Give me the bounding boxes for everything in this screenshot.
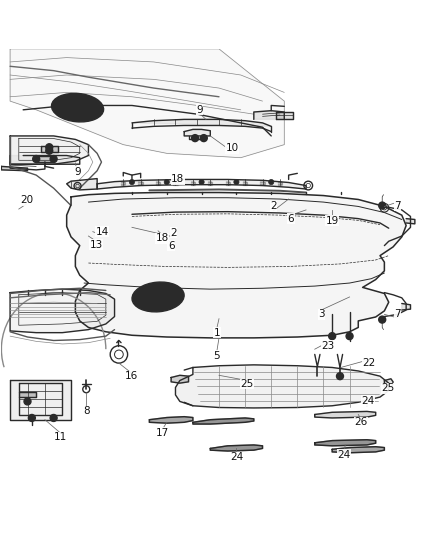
Text: 3: 3 [318, 309, 325, 319]
Polygon shape [10, 136, 88, 164]
Text: 6: 6 [168, 240, 174, 251]
Polygon shape [276, 112, 293, 118]
Circle shape [33, 156, 40, 163]
Polygon shape [315, 440, 376, 446]
Polygon shape [226, 182, 230, 184]
Circle shape [199, 180, 204, 184]
Polygon shape [385, 379, 393, 389]
Polygon shape [184, 130, 210, 136]
Polygon shape [10, 379, 71, 419]
Polygon shape [332, 447, 385, 453]
Text: 24: 24 [230, 452, 243, 462]
Polygon shape [97, 180, 306, 189]
Polygon shape [191, 182, 195, 184]
Text: 8: 8 [83, 406, 89, 416]
Text: 24: 24 [361, 395, 374, 406]
Polygon shape [193, 418, 254, 424]
Circle shape [268, 180, 274, 184]
Circle shape [24, 398, 31, 405]
Polygon shape [315, 411, 376, 418]
Polygon shape [171, 375, 188, 383]
Text: 23: 23 [321, 341, 335, 351]
Text: 1: 1 [213, 328, 220, 337]
Circle shape [50, 415, 57, 422]
Polygon shape [243, 182, 247, 184]
Circle shape [191, 135, 198, 142]
Circle shape [379, 316, 386, 323]
Polygon shape [156, 182, 160, 184]
Text: 5: 5 [213, 351, 220, 361]
Polygon shape [10, 289, 115, 333]
Polygon shape [67, 179, 97, 190]
Polygon shape [132, 119, 271, 126]
Text: 9: 9 [196, 105, 203, 115]
Text: 20: 20 [20, 196, 33, 205]
Circle shape [50, 156, 57, 163]
Circle shape [129, 180, 134, 184]
Polygon shape [176, 365, 389, 408]
Polygon shape [149, 417, 193, 423]
Circle shape [164, 180, 170, 184]
Polygon shape [36, 156, 53, 162]
Circle shape [28, 415, 35, 422]
Text: 25: 25 [240, 379, 254, 389]
Circle shape [328, 333, 336, 340]
Polygon shape [210, 445, 262, 451]
Ellipse shape [132, 282, 184, 312]
Circle shape [46, 144, 53, 151]
Text: 11: 11 [53, 432, 67, 442]
Text: 16: 16 [124, 371, 138, 381]
Text: 6: 6 [287, 214, 294, 224]
Polygon shape [67, 192, 406, 338]
Polygon shape [10, 156, 80, 164]
Text: 18: 18 [156, 233, 169, 243]
Text: 13: 13 [90, 240, 103, 250]
Circle shape [346, 333, 353, 340]
Text: 18: 18 [171, 174, 184, 184]
Polygon shape [1, 166, 28, 171]
Polygon shape [121, 182, 125, 184]
Text: 24: 24 [338, 449, 351, 459]
Circle shape [46, 147, 53, 154]
Text: 7: 7 [394, 200, 401, 211]
Polygon shape [208, 182, 212, 184]
Text: 19: 19 [325, 216, 339, 226]
Polygon shape [406, 219, 415, 224]
Polygon shape [138, 182, 143, 184]
Circle shape [379, 202, 386, 209]
Polygon shape [10, 49, 284, 158]
Polygon shape [278, 182, 282, 184]
Polygon shape [260, 182, 265, 184]
Polygon shape [19, 392, 36, 397]
Text: 22: 22 [363, 358, 376, 368]
Polygon shape [402, 303, 410, 310]
Text: 25: 25 [381, 383, 395, 393]
Text: 14: 14 [96, 227, 109, 237]
Text: 2: 2 [170, 228, 177, 238]
Polygon shape [173, 182, 178, 184]
Polygon shape [41, 146, 58, 152]
Circle shape [234, 180, 239, 184]
Circle shape [336, 373, 343, 379]
Polygon shape [254, 111, 284, 119]
Ellipse shape [52, 93, 104, 122]
Text: 7: 7 [394, 309, 401, 319]
Text: 26: 26 [354, 417, 367, 427]
Text: 17: 17 [156, 428, 169, 438]
Circle shape [200, 135, 207, 142]
Text: 2: 2 [270, 201, 277, 212]
Text: 9: 9 [74, 167, 81, 176]
Text: 10: 10 [226, 143, 239, 153]
